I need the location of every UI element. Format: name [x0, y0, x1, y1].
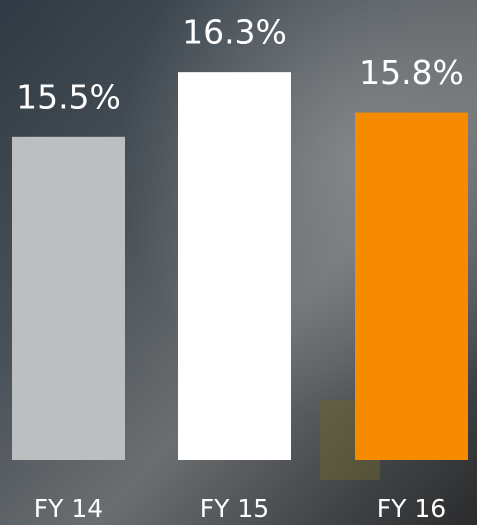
value-label: 16.3% [182, 13, 287, 52]
bar [12, 136, 125, 461]
value-label: 15.8% [359, 53, 464, 92]
bar [355, 112, 468, 460]
x-tick-label: FY 15 [200, 494, 269, 523]
x-tick-label: FY 14 [34, 494, 103, 523]
bar [178, 72, 291, 460]
value-label: 15.5% [16, 77, 121, 116]
x-tick-label: FY 16 [377, 494, 446, 523]
